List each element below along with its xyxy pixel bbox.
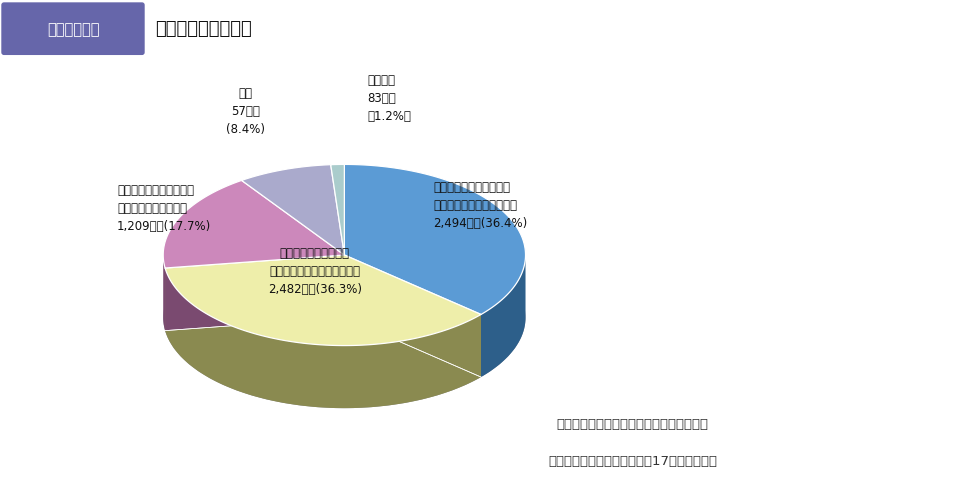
- Text: 回答なし
83病院
（1.2%）: 回答なし 83病院 （1.2%）: [368, 74, 411, 123]
- Text: 不明
57病院
(8.4%): 不明 57病院 (8.4%): [227, 87, 265, 136]
- Polygon shape: [345, 255, 481, 377]
- Text: 厚生労働省資料による（平成17年２月現在）: 厚生労働省資料による（平成17年２月現在）: [548, 455, 717, 467]
- Polygon shape: [166, 255, 481, 346]
- Polygon shape: [242, 164, 345, 255]
- Text: 図２－４－７: 図２－４－７: [46, 22, 100, 37]
- Text: すべての建物が新耐震基
準に従って建設された病院
2,494病院(36.4%): すべての建物が新耐震基 準に従って建設された病院 2,494病院(36.4%): [434, 181, 528, 230]
- Ellipse shape: [164, 227, 526, 408]
- Text: 対象：災害拠点病院及び救命救急センター: 対象：災害拠点病院及び救命救急センター: [557, 418, 709, 431]
- Polygon shape: [481, 255, 526, 377]
- Polygon shape: [345, 255, 481, 377]
- Polygon shape: [164, 255, 166, 331]
- Polygon shape: [166, 255, 345, 331]
- Polygon shape: [345, 164, 526, 315]
- Polygon shape: [166, 255, 345, 331]
- Polygon shape: [331, 164, 345, 255]
- Polygon shape: [164, 180, 345, 268]
- FancyBboxPatch shape: [2, 3, 144, 54]
- Text: 一部の手建物が新耐震
基準に従って建設された病院
2,482病院(36.3%): 一部の手建物が新耐震 基準に従って建設された病院 2,482病院(36.3%): [268, 247, 362, 296]
- Text: 病院の耐震化の状況: 病院の耐震化の状況: [155, 20, 252, 38]
- Text: 新耐震基準に従って建設
された建物がない病院
1,209病院(17.7%): 新耐震基準に従って建設 された建物がない病院 1,209病院(17.7%): [117, 185, 211, 233]
- Polygon shape: [166, 268, 481, 408]
